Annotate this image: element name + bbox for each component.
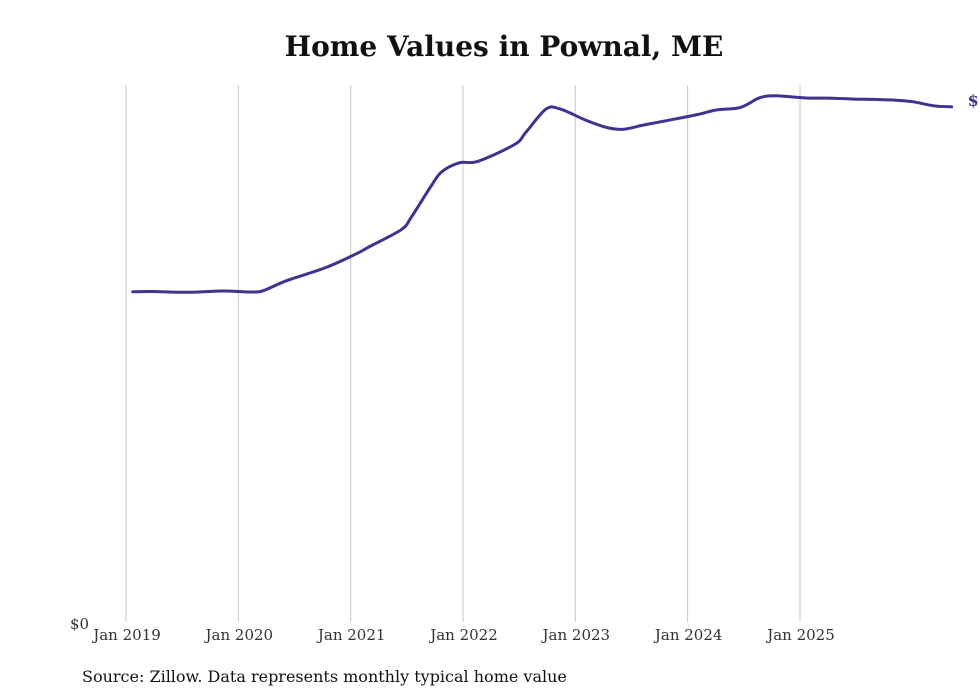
- x-tick-label: Jan 2020: [204, 626, 274, 644]
- x-tick-label: Jan 2023: [541, 626, 611, 644]
- series-line-home-value: [131, 94, 954, 294]
- x-tick-label: Jan 2025: [765, 626, 835, 644]
- y-tick-label: $0: [70, 615, 89, 633]
- chart-title: Home Values in Pownal, ME: [284, 30, 724, 63]
- x-tick-label: Jan 2024: [653, 626, 723, 644]
- end-value-label: $579,099: [968, 91, 980, 110]
- source-note: Source: Zillow. Data represents monthly …: [82, 667, 567, 686]
- x-tick-label: Jan 2022: [428, 626, 498, 644]
- x-tick-label: Jan 2021: [316, 626, 386, 644]
- x-tick-label: Jan 2019: [91, 626, 161, 644]
